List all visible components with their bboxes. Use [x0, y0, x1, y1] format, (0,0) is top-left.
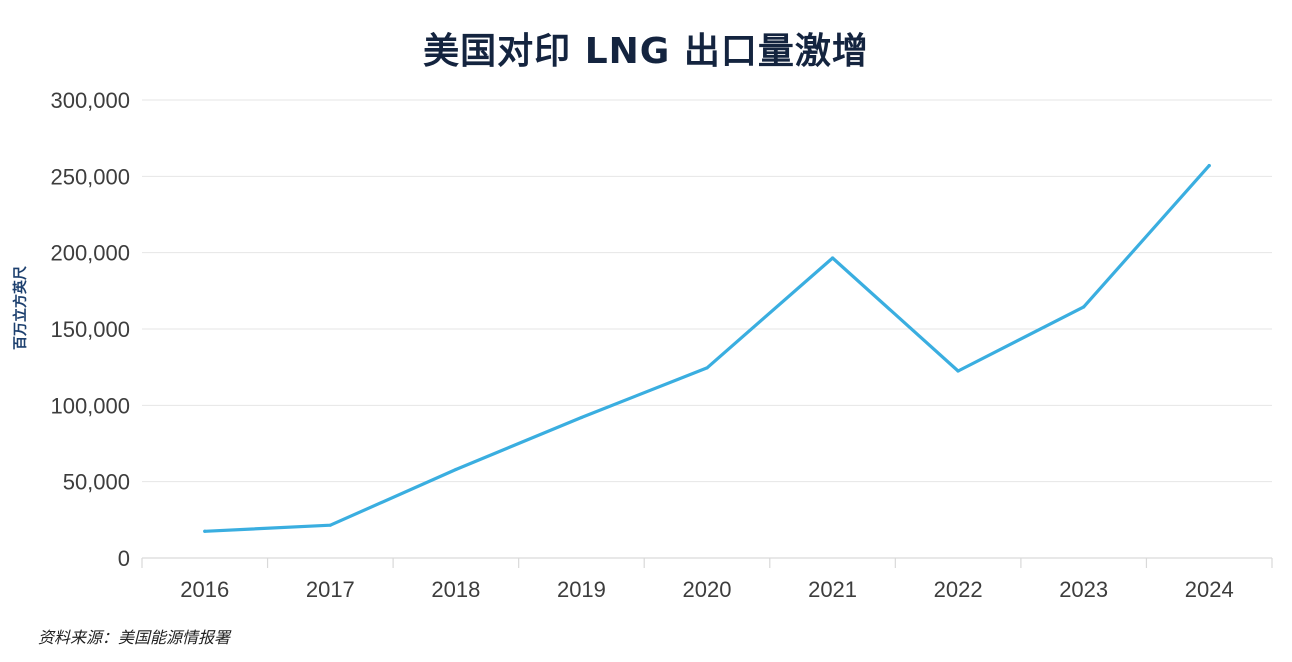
- x-axis-ticks: 2016 2017 2018 2019 2020 2021 2022 2023 2024: [180, 577, 1233, 602]
- y-tick-label: 150,000: [50, 317, 130, 342]
- y-axis-label: 百万立方英尺: [13, 266, 29, 350]
- x-axis: [141, 557, 1273, 568]
- y-tick-label: 100,000: [50, 393, 130, 418]
- data-point: [830, 256, 835, 260]
- x-tick-label: 2019: [557, 577, 606, 602]
- y-tick-label: 50,000: [63, 470, 130, 495]
- x-tick-label: 2018: [431, 577, 480, 602]
- x-tick-label: 2021: [808, 577, 857, 602]
- x-tick-label: 2024: [1185, 577, 1234, 602]
- data-point: [579, 415, 584, 420]
- data-point: [1207, 164, 1211, 168]
- data-point: [203, 529, 207, 533]
- data-point: [956, 369, 960, 373]
- data-point: [705, 366, 709, 370]
- y-tick-label: 300,000: [50, 88, 130, 113]
- x-tick-label: 2023: [1059, 577, 1108, 602]
- x-tick-label: 2016: [180, 577, 229, 602]
- y-tick-label: 200,000: [50, 241, 130, 266]
- data-point: [454, 467, 458, 472]
- x-tick-label: 2020: [683, 577, 732, 602]
- data-series: [203, 164, 1211, 533]
- data-point: [328, 523, 332, 527]
- x-tick-label: 2022: [934, 577, 983, 602]
- gridlines: [142, 99, 1272, 483]
- source-note: 资料来源：美国能源情报署: [38, 628, 231, 647]
- y-axis-ticks: 0 50,000 100,000 150,000 200,000 250,000 300,0…: [50, 88, 130, 571]
- x-tick-label: 2017: [306, 577, 355, 602]
- series-line: [203, 164, 1211, 533]
- y-tick-label: 0: [118, 546, 130, 571]
- data-point: [1082, 305, 1086, 309]
- chart-title: 美国对印 LNG 出口量激增: [423, 31, 869, 72]
- y-tick-label: 250,000: [50, 164, 130, 189]
